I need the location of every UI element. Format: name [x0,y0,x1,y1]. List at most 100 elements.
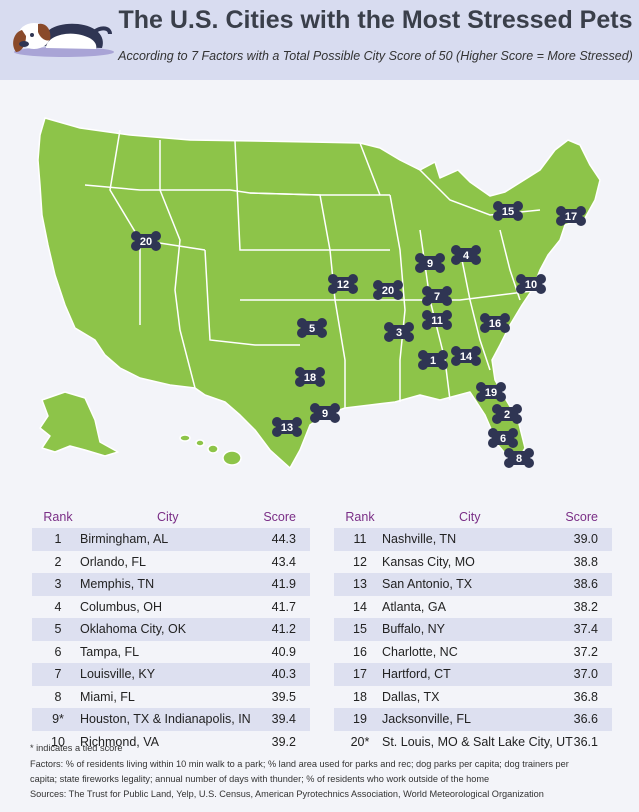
bone-marker: 9 [310,403,340,423]
table-row: 6 Tampa, FL 40.9 [32,641,310,664]
score-header: Score [565,510,598,524]
score-cell: 40.9 [271,644,296,659]
bone-marker: 10 [516,274,546,294]
marker-rank-label: 4 [463,250,470,262]
table-row: 7 Louisville, KY 40.3 [32,663,310,686]
city-cell: Houston, TX & Indianapolis, IN [80,712,251,726]
bone-marker: 12 [328,274,358,294]
bone-marker: 20 [373,280,403,300]
marker-rank-label: 20 [140,236,152,248]
marker-rank-label: 9 [322,408,328,420]
table-row: 18 Dallas, TX 36.8 [334,686,612,709]
page-subtitle: According to 7 Factors with a Total Poss… [118,49,633,63]
table-row: 8 Miami, FL 39.5 [32,686,310,709]
city-cell: Orlando, FL [80,554,147,569]
score-cell: 36.1 [573,734,598,749]
factors-line-2: capita; state fireworks legality; annual… [30,774,490,784]
rank-cell: 18 [353,689,367,704]
score-cell: 40.3 [271,667,296,681]
table-row: 9* Houston, TX & Indianapolis, IN 39.4 [32,708,310,731]
marker-rank-label: 7 [434,291,440,303]
table-header: Rank City Score [334,506,612,528]
bone-marker: 1 [418,350,448,370]
rank-header: Rank [345,510,375,524]
tie-note: * indicates a tied score [30,743,123,753]
rank-cell: 9* [52,712,64,726]
marker-layer: 20 15 17 9 4 12 20 7 10 5 3 11 16 18 1 14 9 19 13 2 68 [131,201,586,468]
city-cell: Miami, FL [80,689,135,704]
score-cell: 39.0 [573,532,598,546]
bone-marker: 19 [476,382,506,402]
bone-marker: 17 [556,206,586,226]
bone-marker: 13 [272,417,302,437]
marker-rank-label: 17 [565,211,577,223]
rank-cell: 8 [54,689,62,704]
table-row: 15 Buffalo, NY 37.4 [334,618,612,641]
bone-marker: 9 [415,253,445,273]
table-row: 1 Birmingham, AL 44.3 [32,528,310,551]
hawaii-island-1 [179,434,191,442]
sources-line: Sources: The Trust for Public Land, Yelp… [30,789,544,799]
score-cell: 37.2 [573,644,598,659]
rank-cell: 10 [51,734,65,749]
city-cell: Oklahoma City, OK [80,622,187,636]
marker-rank-label: 12 [337,279,349,291]
marker-rank-label: 5 [309,323,315,335]
bone-marker: 7 [422,286,452,306]
city-cell: St. Louis, MO & Salt Lake City, UT [382,734,573,749]
score-cell: 37.0 [573,667,598,681]
score-cell: 41.2 [271,622,296,636]
score-cell: 37.4 [573,622,598,636]
score-cell: 36.8 [573,689,598,704]
table-row: 4 Columbus, OH 41.7 [32,596,310,619]
marker-rank-label: 13 [281,422,293,434]
bone-marker: 3 [384,322,414,342]
hawaii-island-2 [195,439,205,447]
rank-cell: 5 [54,622,62,636]
bone-marker: 15 [493,201,523,221]
marker-rank-label: 9 [427,258,433,270]
marker-rank-label: 8 [516,453,522,465]
rank-cell: 19 [353,712,367,726]
rank-cell: 6 [54,644,62,659]
dog-illustration [13,23,114,57]
city-cell: Nashville, TN [382,532,457,546]
marker-rank-label: 10 [525,279,537,291]
city-cell: Atlanta, GA [382,599,446,614]
bone-marker: 5 [297,318,327,338]
rank-cell: 7 [54,667,62,681]
rank-cell: 1 [54,532,62,546]
rank-cell: 3 [54,577,62,591]
table-row: 13 San Antonio, TX 38.6 [334,573,612,596]
bone-marker: 18 [295,367,325,387]
marker-rank-label: 3 [396,327,402,339]
marker-rank-label: 15 [502,206,514,218]
score-cell: 38.2 [573,599,598,614]
table-row: 5 Oklahoma City, OK 41.2 [32,618,310,641]
rank-cell: 14 [353,599,367,614]
bone-marker: 6 [488,428,518,448]
city-cell: Charlotte, NC [382,644,458,659]
bone-marker: 16 [480,313,510,333]
header-banner [0,0,639,80]
marker-rank-label: 18 [304,372,316,384]
table-row: 17 Hartford, CT 37.0 [334,663,612,686]
score-cell: 43.4 [271,554,296,569]
city-cell: San Antonio, TX [382,577,473,591]
page-title: The U.S. Cities with the Most Stressed P… [118,6,633,34]
rank-cell: 11 [353,532,367,546]
bone-marker: 11 [422,310,452,330]
alaska-shape [39,391,119,457]
city-cell: Hartford, CT [382,667,451,681]
city-cell: Richmond, VA [80,734,159,749]
score-header: Score [263,510,296,524]
rank-header: Rank [43,510,73,524]
us-map: 20 15 17 9 4 12 20 7 10 5 3 11 16 18 1 14 9 19 13 2 68 [37,117,601,469]
rank-cell: 13 [353,577,367,591]
rank-cell: 4 [54,599,62,614]
marker-rank-label: 11 [431,315,443,327]
table-row: 20* St. Louis, MO & Salt Lake City, UT 36.… [334,731,612,754]
rankings-table-right: Rank City Score 11 Nashville, TN 39.0 12 Kan… [334,506,612,753]
rank-cell: 2 [54,554,62,569]
marker-rank-label: 6 [500,433,506,445]
